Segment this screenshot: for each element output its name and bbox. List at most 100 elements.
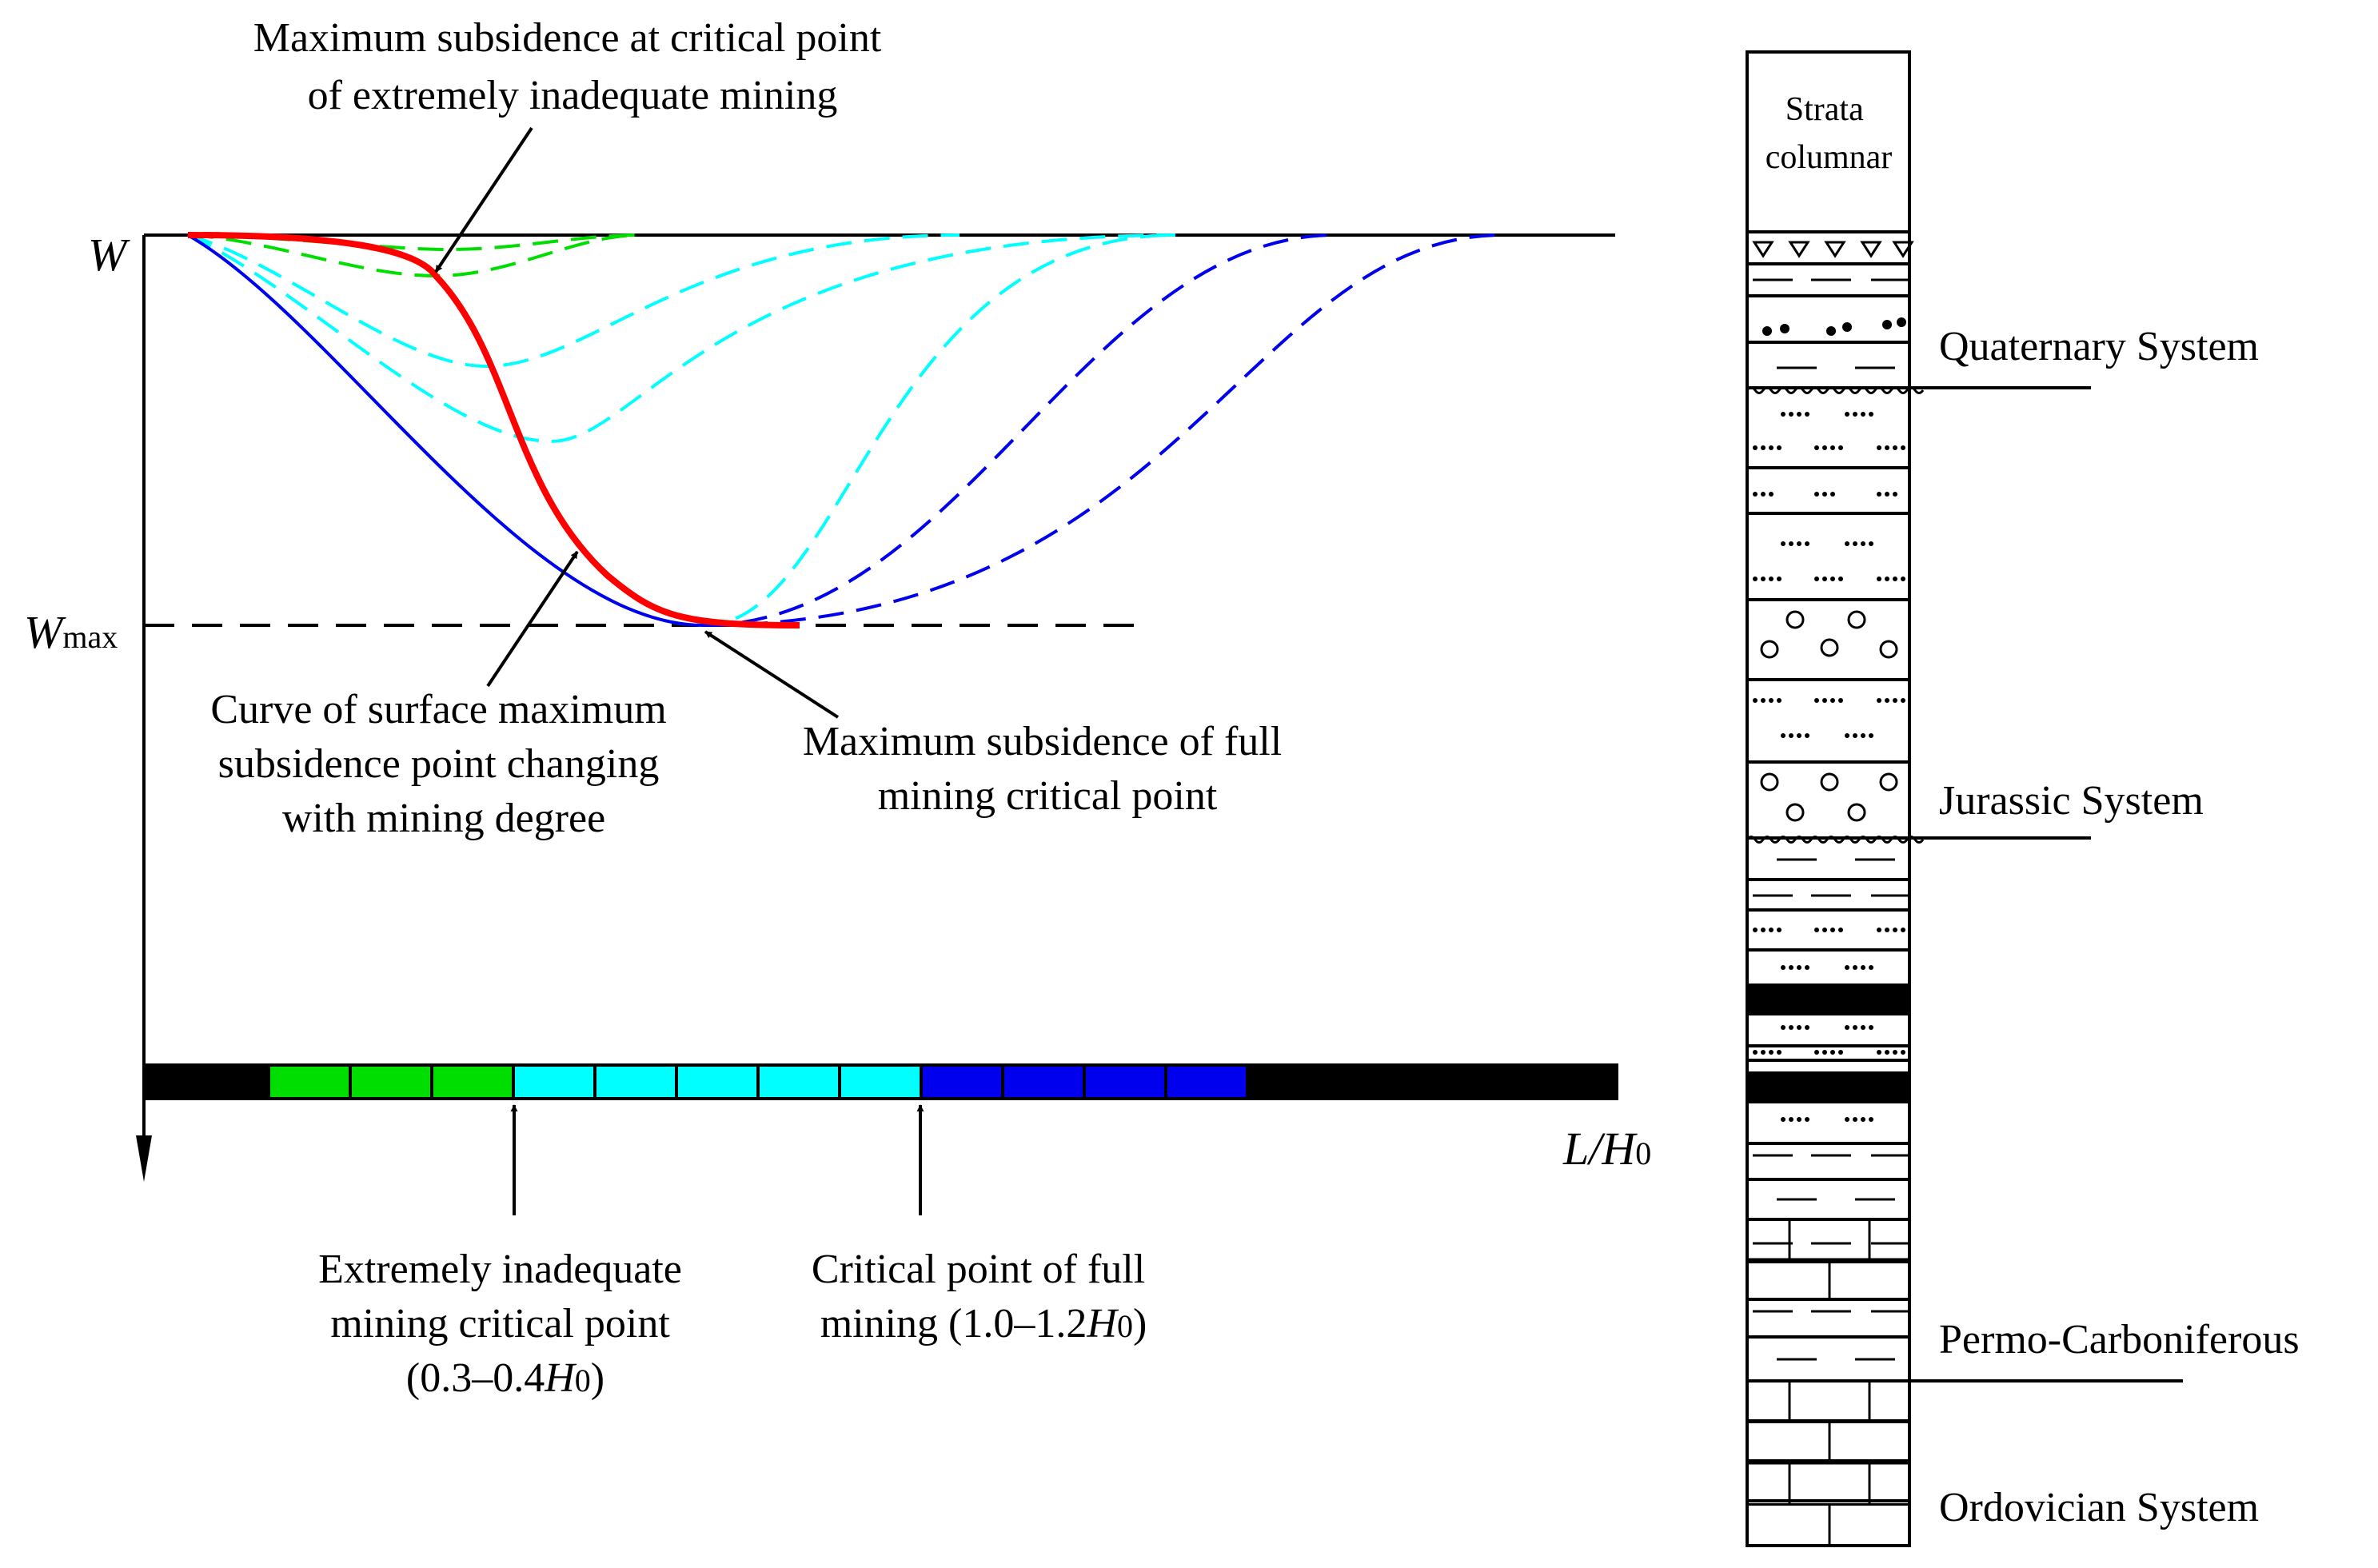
mining-bar-segment-black — [1246, 1063, 1618, 1100]
conglomerate-circle — [1760, 772, 1779, 792]
sand-dot — [1861, 412, 1865, 417]
sand-dot — [1814, 492, 1819, 497]
sand-dot — [1822, 492, 1827, 497]
wmax-label: Wmax — [24, 606, 118, 658]
sand-dot — [1830, 577, 1835, 581]
y-axis-arrow — [136, 1135, 152, 1182]
coal-seam — [1747, 1071, 1909, 1102]
sand-dot — [1901, 1050, 1905, 1055]
sand-dot — [1814, 1050, 1819, 1055]
sand-dot — [1805, 412, 1809, 417]
sand-dot — [1877, 445, 1881, 450]
sand-dot — [1777, 928, 1782, 932]
sand-dot — [1869, 1025, 1873, 1030]
sand-dot — [1838, 928, 1843, 932]
sand-dot — [1789, 412, 1793, 417]
sand-dot — [1753, 1050, 1758, 1055]
sand-dot — [1781, 412, 1785, 417]
label-inadequate-critical-point: Extremely inadequate mining critical poi… — [318, 1247, 692, 1401]
subsidence-curve-blue-solid — [187, 233, 800, 627]
soil-triangle — [1788, 241, 1810, 258]
sand-dot — [1781, 733, 1785, 738]
sand-dot — [1877, 492, 1881, 497]
sand-dot — [1845, 1025, 1849, 1030]
sand-dot — [1769, 698, 1774, 703]
sand-dot — [1861, 1025, 1865, 1030]
sand-dot — [1789, 1025, 1793, 1030]
sand-dot — [1845, 1117, 1849, 1122]
strata-column: Strata columnar — [1746, 50, 1925, 1547]
mining-bar-segment-black — [142, 1063, 270, 1100]
strata-column-title: Strata columnar — [1766, 91, 1893, 176]
sand-dot — [1861, 1117, 1865, 1122]
sand-dot — [1781, 1117, 1785, 1122]
sand-dot — [1777, 577, 1782, 581]
sand-dot — [1830, 698, 1835, 703]
sand-dot — [1777, 445, 1782, 450]
mining-bar-segment-blue — [1001, 1063, 1086, 1100]
gravel-dot — [1897, 317, 1906, 327]
annotation-full-critical: Maximum subsidence of full mining critic… — [803, 719, 1292, 819]
sand-dot — [1877, 928, 1881, 932]
mining-bar-segment-cyan — [512, 1063, 596, 1100]
sand-dot — [1853, 1025, 1857, 1030]
sand-dot — [1769, 445, 1774, 450]
conglomerate-circle — [1879, 772, 1898, 792]
conglomerate-circle — [1879, 640, 1898, 659]
sand-dot — [1822, 577, 1827, 581]
mining-bar-segment-cyan — [593, 1063, 678, 1100]
sand-dot — [1838, 1050, 1843, 1055]
sand-dot — [1838, 577, 1843, 581]
sand-dot — [1761, 928, 1766, 932]
subsidence-curve-green-2 — [187, 233, 640, 278]
sand-dot — [1885, 445, 1889, 450]
sand-dot — [1822, 928, 1827, 932]
sand-dot — [1805, 965, 1809, 970]
mining-bar-segment-green — [267, 1063, 352, 1100]
unconformity-line — [1746, 836, 1925, 844]
y-axis-label: W — [88, 229, 130, 281]
sand-dot — [1830, 928, 1835, 932]
gravel-dot — [1842, 322, 1852, 332]
subsidence-curves — [187, 232, 1504, 628]
mining-bar-segment-cyan — [756, 1063, 841, 1100]
mining-bar-segment-cyan — [838, 1063, 923, 1100]
conglomerate-circle — [1820, 638, 1839, 657]
sand-dot — [1781, 1025, 1785, 1030]
mining-bar-segment-blue — [920, 1063, 1004, 1100]
sand-dot — [1853, 541, 1857, 546]
sand-dot — [1869, 733, 1873, 738]
arrow-full-critical — [704, 630, 840, 719]
sand-dot — [1861, 541, 1865, 546]
sand-dot — [1885, 492, 1889, 497]
sand-dot — [1877, 1050, 1881, 1055]
sand-dot — [1797, 1117, 1801, 1122]
sand-dot — [1845, 965, 1849, 970]
sand-dot — [1753, 492, 1758, 497]
subsidence-curve-blue-2 — [703, 233, 1504, 627]
subsidence-curve-blue-1 — [703, 233, 1336, 627]
sand-dot — [1893, 492, 1897, 497]
system-label-quaternary: Quaternary System — [1939, 324, 2259, 369]
mining-bar-segment-green — [349, 1063, 433, 1100]
sand-dot — [1769, 1050, 1774, 1055]
system-label-jurassic: Jurassic System — [1939, 778, 2204, 824]
gravel-dot — [1780, 324, 1789, 333]
sand-dot — [1769, 928, 1774, 932]
sand-dot — [1885, 928, 1889, 932]
sand-dot — [1814, 698, 1819, 703]
annotation-max-point-curve: Curve of surface maximum subsidence poin… — [210, 687, 676, 841]
unconformity-line — [1746, 386, 1925, 394]
sand-dot — [1893, 1050, 1897, 1055]
sand-dot — [1845, 733, 1849, 738]
sand-dot — [1893, 445, 1897, 450]
conglomerate-circle — [1785, 803, 1805, 822]
mining-bar-segment-green — [430, 1063, 515, 1100]
strata-column-frame — [1746, 50, 1911, 1547]
sand-dot — [1869, 412, 1873, 417]
subsidence-curve-cyan-3 — [187, 233, 1176, 628]
label-full-critical-point: Critical point of full mining (1.0–1.2H0… — [812, 1247, 1155, 1347]
sand-dot — [1769, 492, 1774, 497]
sand-dot — [1822, 445, 1827, 450]
